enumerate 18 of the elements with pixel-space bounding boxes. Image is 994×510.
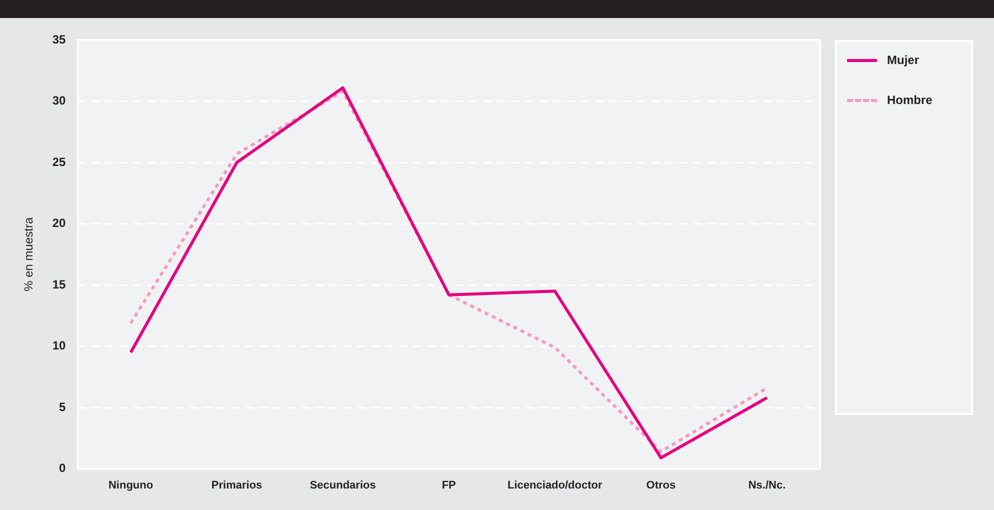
x-tick-label: Licenciado/doctor: [508, 479, 603, 492]
y-tick-label: 20: [52, 216, 66, 230]
y-tick-label: 0: [59, 461, 66, 476]
x-tick-label: FP: [442, 479, 456, 492]
x-tick-label: Ns./Nc.: [748, 479, 786, 492]
y-tick-label: 15: [52, 277, 66, 292]
legend-label: Hombre: [887, 93, 932, 107]
y-tick-label: 35: [52, 32, 66, 46]
x-tick-label: Otros: [646, 479, 676, 492]
y-axis-title: % en muestra: [22, 217, 36, 292]
y-tick-label: 10: [52, 338, 66, 353]
legend-label: Mujer: [887, 53, 920, 67]
x-tick-label: Ninguno: [108, 479, 154, 492]
x-tick-label: Primarios: [211, 479, 262, 492]
y-tick-label: 30: [52, 94, 66, 108]
x-tick-label: Secundarios: [310, 479, 376, 492]
y-tick-label: 5: [59, 400, 66, 414]
y-tick-label: 25: [52, 154, 66, 169]
